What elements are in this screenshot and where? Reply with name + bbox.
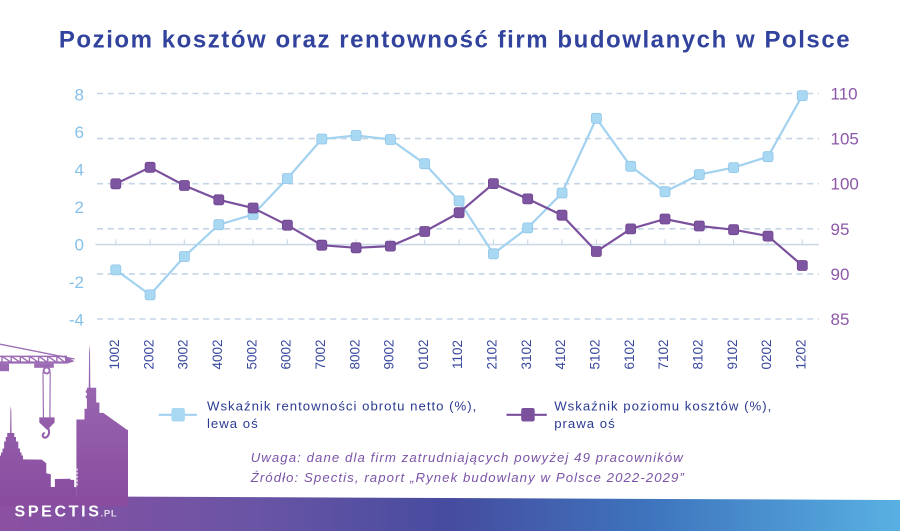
svg-text:105: 105 xyxy=(831,130,859,149)
svg-text:100: 100 xyxy=(831,175,859,194)
svg-text:2002: 2002 xyxy=(141,339,156,369)
svg-text:7002: 7002 xyxy=(313,339,328,369)
svg-text:prawa oś: prawa oś xyxy=(554,416,616,431)
svg-text:6102: 6102 xyxy=(622,339,637,369)
svg-text:2: 2 xyxy=(75,198,84,217)
svg-text:110: 110 xyxy=(831,85,858,104)
svg-text:2102: 2102 xyxy=(485,339,500,369)
svg-text:8002: 8002 xyxy=(347,339,362,369)
svg-text:6002: 6002 xyxy=(279,339,294,369)
svg-text:-2: -2 xyxy=(69,273,84,292)
svg-text:3102: 3102 xyxy=(519,339,534,369)
svg-text:9002: 9002 xyxy=(382,339,397,369)
svg-text:1102: 1102 xyxy=(450,340,465,369)
svg-text:.PL: .PL xyxy=(101,509,118,520)
svg-text:95: 95 xyxy=(831,220,850,239)
svg-text:85: 85 xyxy=(831,310,850,329)
svg-text:Wskaźnik poziomu kosztów (%),: Wskaźnik poziomu kosztów (%), xyxy=(554,399,772,414)
svg-text:4: 4 xyxy=(75,160,84,179)
svg-text:5002: 5002 xyxy=(244,339,259,369)
svg-text:Uwaga: dane dla firm zatrudnia: Uwaga: dane dla firm zatrudniających pow… xyxy=(251,450,685,465)
svg-text:0: 0 xyxy=(75,236,84,255)
svg-text:Poziom kosztów oraz rentowność: Poziom kosztów oraz rentowność firm budo… xyxy=(59,27,851,54)
svg-text:SPECTIS: SPECTIS xyxy=(15,504,102,521)
svg-text:8: 8 xyxy=(75,85,84,104)
svg-text:lewa oś: lewa oś xyxy=(207,416,259,431)
svg-text:1002: 1002 xyxy=(107,339,122,369)
svg-text:-4: -4 xyxy=(69,311,84,330)
svg-text:8102: 8102 xyxy=(691,339,706,369)
svg-text:4102: 4102 xyxy=(553,339,568,369)
svg-text:5102: 5102 xyxy=(588,339,603,369)
svg-text:4002: 4002 xyxy=(210,339,225,369)
svg-text:7102: 7102 xyxy=(656,339,671,369)
svg-text:9102: 9102 xyxy=(725,339,740,369)
svg-text:Źródło: Spectis, raport „Rynek: Źródło: Spectis, raport „Rynek budowlany… xyxy=(250,470,685,485)
svg-text:1202: 1202 xyxy=(794,339,809,369)
svg-text:3002: 3002 xyxy=(176,339,191,369)
svg-text:0102: 0102 xyxy=(416,339,431,369)
svg-text:0202: 0202 xyxy=(759,339,774,369)
svg-text:Wskaźnik rentowności obrotu ne: Wskaźnik rentowności obrotu netto (%), xyxy=(207,399,477,414)
svg-text:6: 6 xyxy=(75,123,84,142)
svg-text:90: 90 xyxy=(831,265,850,284)
